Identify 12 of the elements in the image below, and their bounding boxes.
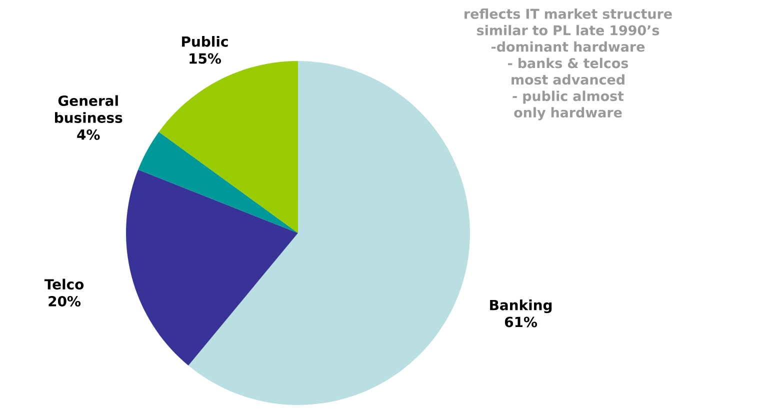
slice-label: Telco [44, 278, 84, 290]
data-label: 15% [190, 53, 221, 64]
data-label: 61% [504, 316, 538, 328]
text: reflects IT market structure similar to PL late 1990’s [464, 8, 672, 36]
slice-label: Public [182, 36, 228, 47]
text: - banks & telcos most advanced [508, 58, 628, 85]
data-label: 4% [77, 129, 100, 140]
slice-label: Banking [490, 300, 552, 314]
data-label: 20% [48, 296, 81, 307]
text: - public almost only hardware [512, 90, 624, 120]
text: -dominant hardware [492, 41, 645, 52]
slice-label: General business [55, 95, 122, 123]
